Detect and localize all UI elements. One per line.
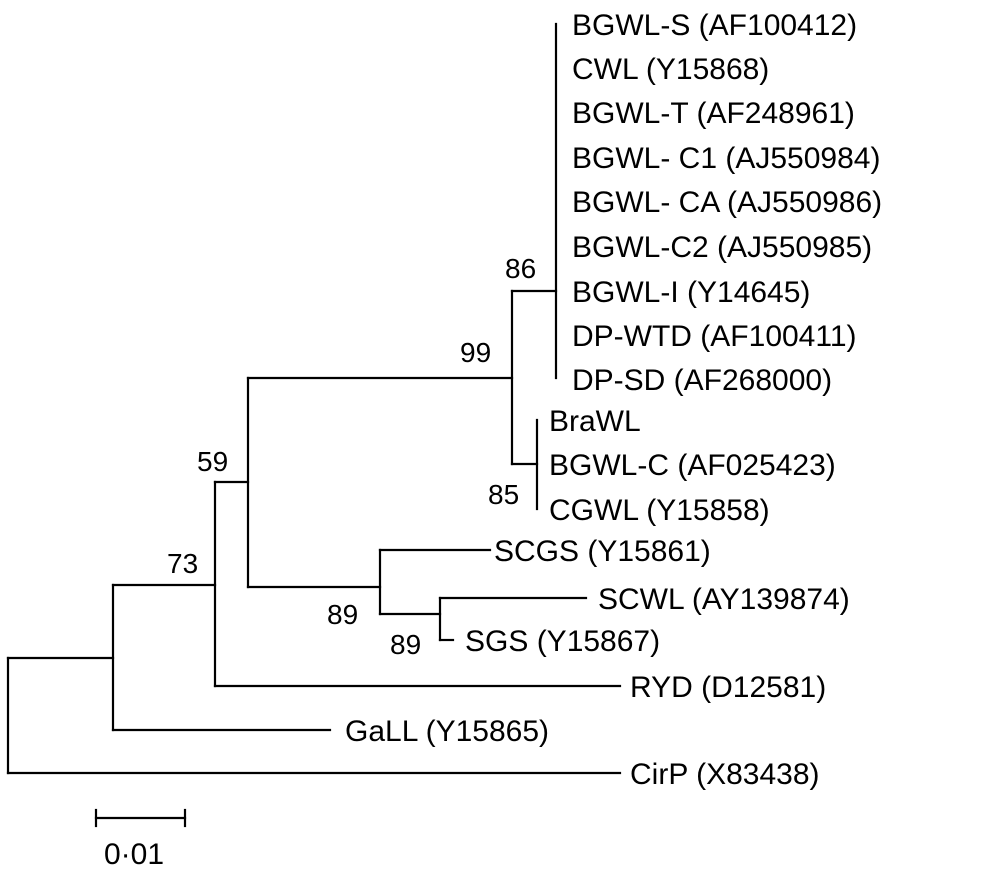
leaf-label: SCWL (AY139874) — [598, 583, 850, 616]
leaf-label: CWL (Y15868) — [572, 53, 769, 86]
leaf-label: DP-SD (AF268000) — [572, 364, 832, 397]
leaf-label: DP-WTD (AF100411) — [572, 320, 857, 353]
leaf-label: GaLL (Y15865) — [345, 715, 549, 748]
bootstrap-value: 99 — [460, 337, 491, 368]
leaf-label: BraWL — [549, 405, 641, 438]
leaf-label: CirP (X83438) — [630, 758, 820, 791]
leaf-label: BGWL-C2 (AJ550985) — [572, 231, 872, 264]
bootstrap-value: 85 — [488, 479, 519, 510]
bootstrap-value: 73 — [167, 548, 198, 579]
bootstrap-value: 89 — [327, 599, 358, 630]
leaf-label: BGWL-S (AF100412) — [572, 9, 857, 42]
leaf-label: BGWL- CA (AJ550986) — [572, 186, 882, 219]
scale-bar: 0·01 — [94, 808, 187, 871]
leaf-labels: BGWL-S (AF100412) CWL (Y15868) BGWL-T (A… — [345, 9, 882, 791]
leaf-label: BGWL-T (AF248961) — [572, 97, 855, 130]
leaf-label: RYD (D12581) — [630, 671, 826, 704]
leaf-label: BGWL- C1 (AJ550984) — [572, 142, 880, 175]
scale-bar-label: 0·01 — [104, 838, 164, 871]
bootstrap-values: 86 99 85 59 89 89 73 — [167, 253, 536, 660]
leaf-label: SCGS (Y15861) — [494, 535, 711, 568]
bootstrap-value: 86 — [505, 253, 536, 284]
bootstrap-value: 59 — [197, 446, 228, 477]
leaf-label: SGS (Y15867) — [465, 625, 660, 658]
tree-branches — [6, 22, 622, 775]
leaf-label: CGWL (Y15858) — [549, 494, 770, 527]
leaf-label: BGWL-C (AF025423) — [549, 449, 836, 482]
bootstrap-value: 89 — [390, 629, 421, 660]
leaf-label: BGWL-I (Y14645) — [572, 276, 810, 309]
